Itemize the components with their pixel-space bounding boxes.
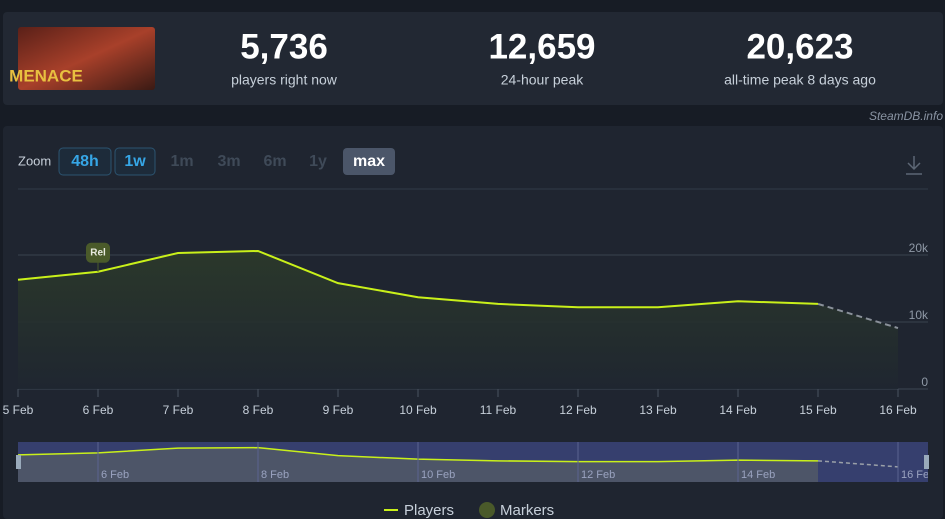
x-tick-label: 16 Feb (879, 403, 917, 417)
marker-label: Rel (90, 247, 106, 258)
navigator-label: 6 Feb (101, 469, 129, 481)
y-tick-label: 20k (909, 241, 929, 255)
line (17, 249, 819, 309)
x-tick-label: 12 Feb (559, 403, 597, 417)
zoom-button[interactable]: 48h (71, 153, 99, 170)
stat-value: 20,623 (746, 27, 853, 66)
stat-label: all-time peak 8 days ago (724, 72, 876, 88)
y-tick-label: 0 (921, 375, 928, 389)
legend-marker (479, 502, 495, 518)
zoom-button-bg (58, 147, 112, 176)
x-tick-label: 14 Feb (719, 403, 757, 417)
x-tick-label: 7 Feb (163, 403, 194, 417)
navigator: 6 Feb 8 Feb 10 Feb 12 Feb 14 Feb 16 Feb (18, 442, 935, 482)
zoom-button: 3m (217, 153, 240, 170)
x-tick-label: 13 Feb (639, 403, 677, 417)
watermark: SteamDB.info (869, 109, 943, 123)
area (18, 250, 898, 389)
zoom-label: Zoom (18, 153, 51, 168)
game-image (18, 27, 155, 90)
x-tick-label: 10 Feb (399, 403, 437, 417)
stat-value: 12,659 (488, 27, 595, 66)
stat-label: 24-hour peak (501, 72, 585, 88)
x-tick-label: 6 Feb (83, 403, 114, 417)
game-image-text: MENACE (9, 66, 83, 85)
zoom-button: 1m (170, 153, 193, 170)
navigator-label: 10 Feb (421, 469, 455, 481)
navigator-label: 8 Feb (261, 469, 289, 481)
legend-label: Markers (500, 502, 554, 519)
x-tick-label: 5 Feb (3, 403, 34, 417)
download-icon[interactable] (906, 156, 922, 175)
navigator-label: 14 Feb (741, 469, 775, 481)
header-panel (3, 12, 943, 105)
navigator-label: 12 Feb (581, 469, 615, 481)
stat-label: players right now (231, 72, 338, 88)
zoom-button: 1y (309, 153, 327, 170)
navigator-forecast (817, 460, 899, 468)
x-tick-label: 11 Feb (480, 403, 517, 417)
x-tick-label: 8 Feb (243, 403, 274, 417)
stat-value: 5,736 (240, 27, 328, 66)
forecast-line (817, 302, 899, 329)
legend-label: Players (404, 502, 454, 519)
y-tick-label: 10k (909, 308, 929, 322)
x-tick-label: 9 Feb (323, 403, 354, 417)
navigator-handle[interactable] (16, 455, 21, 469)
zoom-button-bg (114, 147, 156, 176)
navigator-handle[interactable] (924, 455, 929, 469)
zoom-button[interactable]: 1w (124, 153, 146, 170)
zoom-button-bg (343, 148, 395, 175)
zoom-button: 6m (263, 153, 286, 170)
navigator-label: 16 Feb (901, 469, 935, 481)
x-tick-label: 15 Feb (799, 403, 837, 417)
zoom-button[interactable]: max (353, 153, 385, 170)
marker-bg (86, 242, 110, 263)
